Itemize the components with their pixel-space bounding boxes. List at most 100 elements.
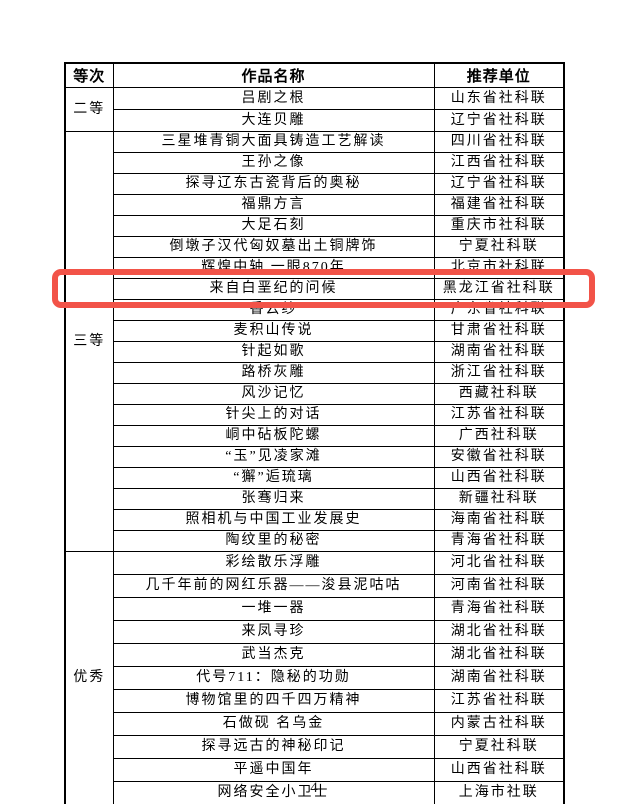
work-title-cell: 福鼎方言 <box>112 194 435 216</box>
table-row: 辉煌中轴 一眼870年 北京市社科联 <box>65 257 565 279</box>
table-row: “玉”见凌家滩 安徽省社科联 <box>65 446 565 468</box>
work-title-cell: 三星堆青铜大面具铸造工艺解读 <box>112 131 435 153</box>
work-title-cell: 代号711：隐秘的功勋 <box>112 666 435 690</box>
recommending-unit-cell: 海南省社科联 <box>433 509 565 531</box>
recommending-unit-cell: 山西省社科联 <box>433 467 565 489</box>
work-title-cell: 峒中砧板陀螺 <box>112 425 435 447</box>
table-row: 代号711：隐秘的功勋 湖南省社科联 <box>65 666 565 690</box>
work-title-cell: 博物馆里的四千四万精神 <box>112 689 435 713</box>
rank-cell: 三等 <box>64 131 114 552</box>
table-row: 网络安全小卫士 上海市社联 <box>65 781 565 804</box>
recommending-unit-cell: 广东省社科联 <box>433 299 565 321</box>
column-header-title: 作品名称 <box>112 62 435 88</box>
table-row: 平遥中国年 山西省社科联 <box>65 758 565 782</box>
recommending-unit-cell: 重庆市社科联 <box>433 215 565 237</box>
work-title-cell: “玉”见凌家滩 <box>112 446 435 468</box>
recommending-unit-cell: 内蒙古社科联 <box>433 712 565 736</box>
table-body: 二等 吕剧之根 山东省社科联 大连贝雕 辽宁省社科联 三等 三星堆青铜大面具铸造工艺解读 四川… <box>64 87 565 804</box>
work-title-cell: 平遥中国年 <box>112 758 435 782</box>
work-title-cell: 针起如歌 <box>112 341 435 363</box>
table-row: 风沙记忆 西藏社科联 <box>65 383 565 405</box>
recommending-unit-cell: 辽宁省社科联 <box>433 173 565 195</box>
work-title-cell: 针尖上的对话 <box>112 404 435 426</box>
work-title-cell: 石做砚 名乌金 <box>112 712 435 736</box>
recommending-unit-cell: 广西社科联 <box>433 425 565 447</box>
column-header-unit: 推荐单位 <box>433 62 565 88</box>
table-row: 照相机与中国工业发展史 海南省社科联 <box>65 509 565 531</box>
table-row: 麦积山传说 甘肃省社科联 <box>65 320 565 342</box>
table-row: 香云纱 广东省社科联 <box>65 299 565 321</box>
recommending-unit-cell: 湖南省社科联 <box>433 341 565 363</box>
table-row: 福鼎方言 福建省社科联 <box>65 194 565 216</box>
table-row: 大足石刻 重庆市社科联 <box>65 215 565 237</box>
recommending-unit-cell: 辽宁省社科联 <box>433 109 565 132</box>
work-title-cell: 香云纱 <box>112 299 435 321</box>
table-row: 倒墩子汉代匈奴墓出土铜牌饰 宁夏社科联 <box>65 236 565 258</box>
table-row: 二等 吕剧之根 山东省社科联 <box>64 87 565 132</box>
recommending-unit-cell: 江苏省社科联 <box>433 404 565 426</box>
column-header-rank: 等次 <box>64 62 114 88</box>
recommending-unit-cell: 上海市社联 <box>433 781 565 804</box>
table-row: 大连贝雕 辽宁省社科联 <box>65 109 565 132</box>
table-row: 针尖上的对话 江苏省社科联 <box>65 404 565 426</box>
recommending-unit-cell: 青海省社科联 <box>433 597 565 621</box>
recommending-unit-cell: 湖北省社科联 <box>433 620 565 644</box>
work-title-cell: 探寻辽东古瓷背后的奥秘 <box>112 173 435 195</box>
work-title-cell: 王孙之像 <box>112 152 435 174</box>
recommending-unit-cell: 江苏省社科联 <box>433 689 565 713</box>
work-title-cell: 辉煌中轴 一眼870年 <box>112 257 435 279</box>
work-title-cell: 风沙记忆 <box>112 383 435 405</box>
work-title-cell: 照相机与中国工业发展史 <box>112 509 435 531</box>
table-row: 石做砚 名乌金 内蒙古社科联 <box>65 712 565 736</box>
recommending-unit-cell: 甘肃省社科联 <box>433 320 565 342</box>
table-row: 陶纹里的秘密 青海省社科联 <box>65 530 565 552</box>
table-row: 探寻辽东古瓷背后的奥秘 辽宁省社科联 <box>65 173 565 195</box>
work-title-cell: 麦积山传说 <box>112 320 435 342</box>
work-title-cell: 探寻远古的神秘印记 <box>112 735 435 759</box>
work-title-cell: 网络安全小卫士 <box>112 781 435 804</box>
table-row: 王孙之像 江西省社科联 <box>65 152 565 174</box>
recommending-unit-cell: 宁夏社科联 <box>433 236 565 258</box>
work-title-cell: “獬”逅琉璃 <box>112 467 435 489</box>
recommending-unit-cell: 西藏社科联 <box>433 383 565 405</box>
work-title-cell: 大连贝雕 <box>112 109 435 132</box>
work-title-cell: 几千年前的网红乐器——浚县泥咕咕 <box>112 574 435 598</box>
table-row: 一堆一器 青海省社科联 <box>65 597 565 621</box>
recommending-unit-cell: 福建省社科联 <box>433 194 565 216</box>
table-row: 路桥灰雕 浙江省社科联 <box>65 362 565 384</box>
work-title-cell: 路桥灰雕 <box>112 362 435 384</box>
table-row: 来自白垩纪的问候 黑龙江省社科联 <box>65 278 565 300</box>
recommending-unit-cell: 北京市社科联 <box>433 257 565 279</box>
table-row: 优秀 彩绘散乐浮雕 河北省社科联 <box>64 551 565 804</box>
work-title-cell: 大足石刻 <box>112 215 435 237</box>
work-title-cell: 一堆一器 <box>112 597 435 621</box>
recommending-unit-cell: 安徽省社科联 <box>433 446 565 468</box>
recommending-unit-cell: 新疆社科联 <box>433 488 565 510</box>
recommending-unit-cell: 山东省社科联 <box>433 87 565 110</box>
awards-table: 等次 作品名称 推荐单位 二等 吕剧之根 山东省社科联 大连贝雕 辽宁省社科联 三等 三星堆… <box>64 62 565 804</box>
recommending-unit-cell: 湖北省社科联 <box>433 643 565 667</box>
table-header-row: 等次 作品名称 推荐单位 <box>64 62 565 88</box>
recommending-unit-cell: 四川省社科联 <box>433 131 565 153</box>
table-row: 武当杰克 湖北省社科联 <box>65 643 565 667</box>
recommending-unit-cell: 河南省社科联 <box>433 574 565 598</box>
table-row: 探寻远古的神秘印记 宁夏社科联 <box>65 735 565 759</box>
table-row: 来凤寻珍 湖北省社科联 <box>65 620 565 644</box>
table-row: 三等 三星堆青铜大面具铸造工艺解读 四川省社科联 <box>64 131 565 552</box>
recommending-unit-cell: 青海省社科联 <box>433 530 565 552</box>
work-title-cell: 张骞归来 <box>112 488 435 510</box>
recommending-unit-cell: 山西省社科联 <box>433 758 565 782</box>
work-title-cell: 陶纹里的秘密 <box>112 530 435 552</box>
work-title-cell: 来自白垩纪的问候 <box>112 278 435 300</box>
table-row: “獬”逅琉璃 山西省社科联 <box>65 467 565 489</box>
table-row: 几千年前的网红乐器——浚县泥咕咕 河南省社科联 <box>65 574 565 598</box>
page-number: 4 <box>310 780 318 796</box>
recommending-unit-cell: 浙江省社科联 <box>433 362 565 384</box>
recommending-unit-cell: 黑龙江省社科联 <box>433 278 565 300</box>
rank-cell: 优秀 <box>64 551 114 804</box>
recommending-unit-cell: 宁夏社科联 <box>433 735 565 759</box>
table-row: 张骞归来 新疆社科联 <box>65 488 565 510</box>
work-title-cell: 武当杰克 <box>112 643 435 667</box>
work-title-cell: 倒墩子汉代匈奴墓出土铜牌饰 <box>112 236 435 258</box>
